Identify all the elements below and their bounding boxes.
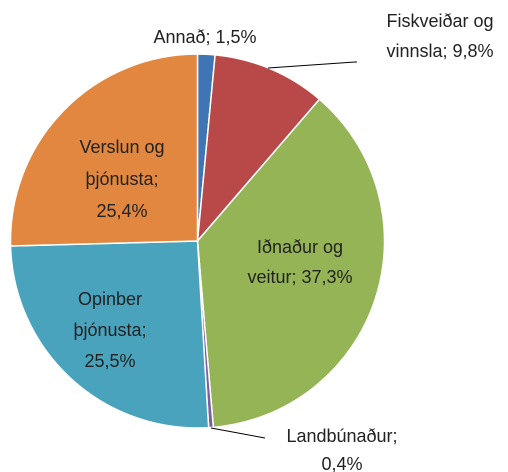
data-label: þjónusta; <box>73 320 146 340</box>
data-label: 0,4% <box>321 454 362 472</box>
data-label: þjónusta; <box>85 169 158 189</box>
data-label: Fiskveiðar og <box>386 11 493 31</box>
data-label: Annað; 1,5% <box>153 27 256 47</box>
data-label: Opinber <box>78 289 142 309</box>
leader-line <box>267 61 357 69</box>
pie-slice <box>9 53 199 247</box>
pie-slice <box>196 98 386 429</box>
pie-slice <box>9 240 210 429</box>
data-label: 25,4% <box>96 201 147 221</box>
data-label: vinnsla; 9,8% <box>386 41 493 61</box>
data-label: Iðnaður og <box>257 237 343 257</box>
pie-slice <box>196 54 321 244</box>
data-label: Verslun og <box>79 137 164 157</box>
data-label: Landbúnaður; <box>286 426 397 446</box>
data-label: 25,5% <box>84 351 135 371</box>
leader-line <box>210 427 266 439</box>
data-label: veitur; 37,3% <box>247 267 352 287</box>
